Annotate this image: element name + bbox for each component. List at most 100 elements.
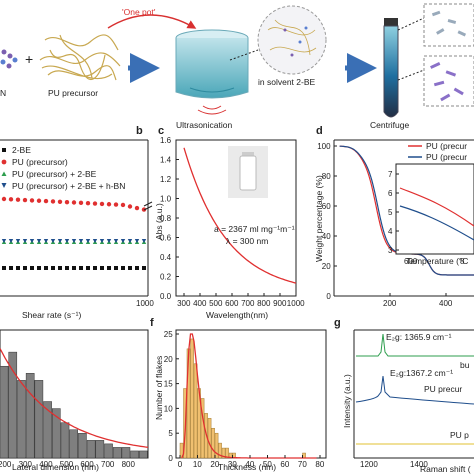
f-bar — [214, 432, 219, 459]
b-point-pu-2be-hbn — [120, 239, 126, 243]
d-inset-ytick-label: 7 — [388, 170, 393, 179]
b-point-pu — [36, 198, 42, 203]
panel-label-f: f — [150, 317, 154, 329]
legend-d-0: PU (precur — [426, 141, 467, 151]
d-inset-ytick-label: 5 — [388, 208, 393, 217]
e-bar — [51, 408, 61, 459]
e-xtick-label: 200 — [0, 460, 12, 469]
e-bar — [121, 447, 131, 459]
legend-marker-pu — [1, 159, 7, 165]
e-bar — [78, 433, 87, 459]
panel-label-d: d — [316, 125, 323, 137]
c-ytick-label: 0.6 — [160, 234, 172, 243]
b-point-2be — [142, 266, 146, 270]
d-ticks: 0 20 40 60 80 100 200 400 — [317, 142, 453, 308]
f-xtick-label: 70 — [298, 460, 307, 469]
zoom-box-bottom — [423, 55, 474, 107]
d-ytick-label: 0 — [326, 292, 331, 301]
pu-precursor-icon — [39, 34, 121, 81]
b-point-2be — [135, 266, 139, 270]
f-xtick-label: 80 — [315, 460, 324, 469]
b-point-2be — [121, 266, 125, 270]
b-point-pu — [106, 202, 112, 207]
sediment-icon — [430, 61, 464, 102]
b-marks — [1, 196, 147, 270]
b-point-2be — [58, 266, 62, 270]
e-bar — [8, 351, 18, 459]
legend-marker-2be — [2, 148, 6, 152]
e-bar — [130, 450, 139, 459]
b-point-pu-2be-hbn — [8, 239, 14, 243]
f-bar — [218, 442, 222, 459]
c-ytick-label: 1.4 — [160, 156, 172, 165]
e-ticks: 200 300 400 500 600 700 800 — [0, 460, 135, 469]
b-point-2be — [114, 266, 118, 270]
f-ytick-label: 15 — [164, 380, 173, 389]
vial-photo-icon — [228, 146, 268, 198]
b-point-2be — [44, 266, 48, 270]
b-point-pu-2be-hbn — [29, 239, 35, 243]
panel-e: 200 300 400 500 600 700 800 Lateral dimension … — [0, 329, 149, 472]
c-xtick-label: 900 — [273, 299, 287, 308]
legend-d: PU (precur PU (precur — [408, 141, 467, 162]
e-bar — [34, 380, 44, 459]
e-xtick-label: 400 — [39, 460, 53, 469]
tick-g-1200: 1200 — [360, 460, 378, 469]
f-xtick-label: 40 — [245, 460, 254, 469]
b-point-2be — [16, 266, 20, 270]
trace-label-3: PU p — [450, 430, 469, 440]
zoom-box-top — [423, 3, 474, 47]
c-ytick-label: 0.4 — [160, 253, 172, 262]
b-point-2be — [23, 266, 27, 270]
f-xtick-label: 30 — [228, 460, 237, 469]
b-point-2be — [128, 266, 132, 270]
b-point-pu-2be-hbn — [64, 239, 70, 243]
centrifuge-label: Centrifuge — [370, 120, 409, 130]
e-bar — [69, 429, 79, 459]
e-xtick-label: 500 — [60, 460, 74, 469]
b-point-pu-2be-hbn — [15, 239, 21, 243]
f-bars — [179, 338, 306, 459]
b-point-pu-2be-hbn — [78, 239, 84, 243]
f-xtick-label: 10 — [193, 460, 202, 469]
f-bar — [221, 447, 226, 459]
b-point-pu-2be-hbn — [43, 239, 49, 243]
b-point-pu — [85, 201, 91, 206]
legend-b: 2-BE PU (precursor) PU (precursor) + 2-B… — [1, 145, 125, 191]
e-bars — [0, 351, 148, 459]
f-ytick-label: 10 — [164, 404, 173, 413]
b-point-pu-2be-hbn — [127, 239, 133, 243]
legend-pu-2be: PU (precursor) + 2-BE — [12, 169, 97, 179]
e-bar — [17, 380, 26, 459]
b-point-pu — [8, 197, 14, 202]
annot-c-lambda: λ = 300 nm — [226, 236, 268, 246]
e-bar — [139, 450, 148, 459]
tick-g-1400: 1400 — [410, 460, 428, 469]
trace-pu-precursor-hbn — [355, 375, 474, 405]
ylabel-g: Intensity (a.u.) — [342, 374, 352, 428]
tick-b-1000: 1000 — [136, 299, 154, 308]
c-xtick-label: 500 — [209, 299, 223, 308]
e-bar — [112, 447, 122, 459]
b-point-pu — [50, 199, 56, 204]
c-ytick-label: 1.6 — [160, 136, 172, 145]
hbn-label: N — [0, 88, 6, 98]
f-ytick-label: 20 — [164, 355, 173, 364]
d-inset-ytick-label: 4 — [388, 227, 393, 236]
b-point-pu-2be-hbn — [36, 239, 42, 243]
e-bar — [95, 440, 105, 459]
b-point-pu-2be-hbn — [113, 239, 119, 243]
b-point-2be — [51, 266, 55, 270]
e-bar — [43, 401, 52, 459]
f-ytick-label: 5 — [168, 429, 173, 438]
c-ticks: 0.0 0.2 0.4 0.6 0.8 1.0 1.2 1.4 1.6 300 400 500 600 7… — [160, 136, 305, 308]
b-point-pu-2be-hbn — [85, 239, 91, 243]
legend-marker-pu-2be-hbn — [1, 183, 7, 188]
d-ytick-label: 80 — [322, 172, 331, 181]
c-xtick-label: 600 — [225, 299, 239, 308]
e-xtick-label: 800 — [122, 460, 136, 469]
c-ytick-label: 1.0 — [160, 195, 172, 204]
f-xtick-label: 0 — [178, 460, 183, 469]
f-ytick-label: 25 — [164, 330, 173, 339]
